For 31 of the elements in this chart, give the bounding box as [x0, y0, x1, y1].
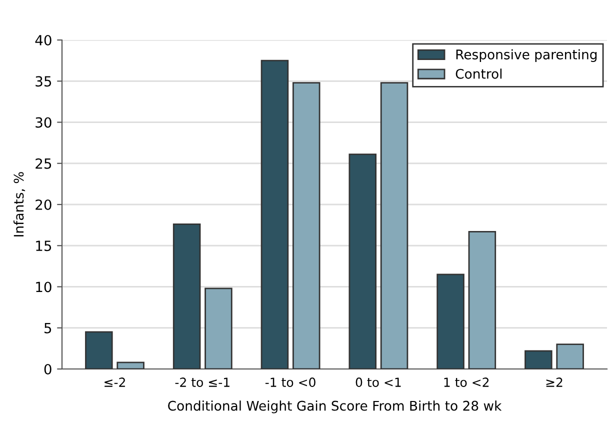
y-tick-label: 5 — [44, 323, 52, 334]
bar — [436, 274, 464, 369]
bar — [116, 362, 144, 369]
y-tick-label: 20 — [36, 199, 52, 210]
x-tick-label: -2 to ≤-1 — [175, 378, 230, 388]
y-tick-label: 0 — [44, 364, 52, 374]
bar — [556, 344, 584, 369]
y-tick-label: 40 — [35, 34, 52, 46]
x-axis-title: Conditional Weight Gain Score From Birth to 28 wk — [168, 400, 502, 414]
x-tick-label: ≤-2 — [104, 378, 125, 387]
y-tick-label: 35 — [36, 76, 52, 87]
legend-label: Responsive parenting — [456, 49, 597, 62]
bar — [524, 350, 552, 369]
bar — [85, 331, 113, 369]
y-tick-label: 10 — [36, 282, 52, 292]
bar — [380, 82, 408, 369]
bar — [348, 154, 377, 369]
legend-label: Control — [456, 68, 502, 79]
bar — [260, 60, 289, 369]
y-axis-title: Infants, % — [14, 172, 26, 236]
x-tick-label: 0 to <1 — [356, 378, 401, 388]
bar — [468, 230, 496, 369]
x-tick-label: 1 to <2 — [444, 378, 489, 388]
x-tick-label: ≥2 — [546, 378, 562, 387]
y-tick-label: 25 — [36, 158, 52, 169]
y-tick-label: 15 — [36, 240, 52, 252]
x-tick-label: -1 to <0 — [265, 378, 316, 388]
bar — [292, 82, 320, 369]
bar — [172, 224, 201, 369]
bar — [204, 288, 232, 369]
y-tick-label: 30 — [36, 117, 52, 128]
